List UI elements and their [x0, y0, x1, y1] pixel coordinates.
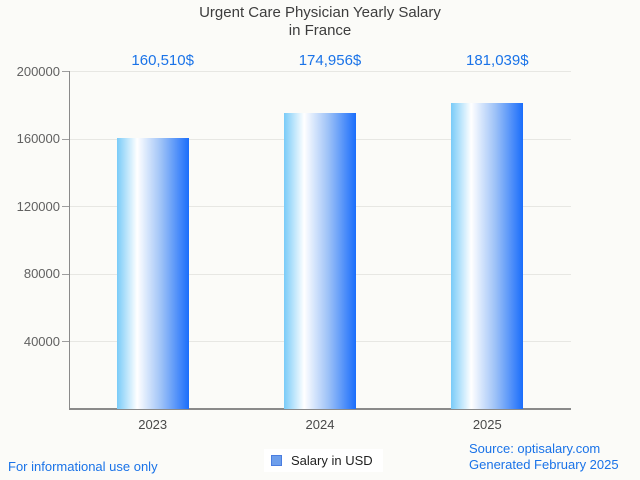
- x-axis-line: [69, 408, 571, 410]
- gridline: [69, 71, 571, 72]
- legend-swatch-icon: [271, 455, 282, 466]
- x-axis-label: 2025: [472, 417, 502, 432]
- bar: [451, 103, 524, 409]
- y-axis-line: [69, 71, 70, 409]
- bar-value-label: 160,510$: [131, 52, 194, 69]
- bar-value-label: 174,956$: [298, 52, 362, 69]
- source-block: Source: optisalary.com Generated Februar…: [469, 441, 619, 473]
- legend[interactable]: Salary in USD: [264, 449, 383, 472]
- disclaimer-text: For informational use only: [8, 459, 158, 474]
- bar: [284, 113, 356, 409]
- chart-title: Urgent Care Physician Yearly Salary in F…: [0, 4, 640, 40]
- source-link[interactable]: Source: optisalary.com: [469, 441, 601, 456]
- y-tick-mark: [62, 206, 69, 208]
- y-tick-mark: [62, 138, 69, 140]
- generated-date: Generated February 2025: [469, 457, 619, 472]
- y-tick-label: 120000: [16, 198, 60, 214]
- x-axis-label: 2023: [138, 417, 168, 432]
- y-tick-mark: [62, 341, 69, 343]
- y-tick-label: 200000: [16, 63, 60, 79]
- y-tick-mark: [62, 273, 69, 275]
- y-tick-label: 80000: [23, 266, 60, 282]
- chart-title-line1: Urgent Care Physician Yearly Salary: [199, 4, 441, 21]
- x-axis-label: 2024: [305, 417, 335, 432]
- y-tick-label: 40000: [23, 333, 60, 349]
- legend-label: Salary in USD: [291, 453, 373, 468]
- bar-chart: 40000 80000 120000 160000 200000 160,510$ 2023…: [16, 52, 571, 432]
- bar-value-label: 181,039$: [466, 52, 529, 69]
- bar: [116, 137, 189, 409]
- y-tick-label: 160000: [16, 131, 60, 147]
- chart-title-line2: in France: [288, 22, 352, 39]
- y-tick-mark: [62, 71, 69, 72]
